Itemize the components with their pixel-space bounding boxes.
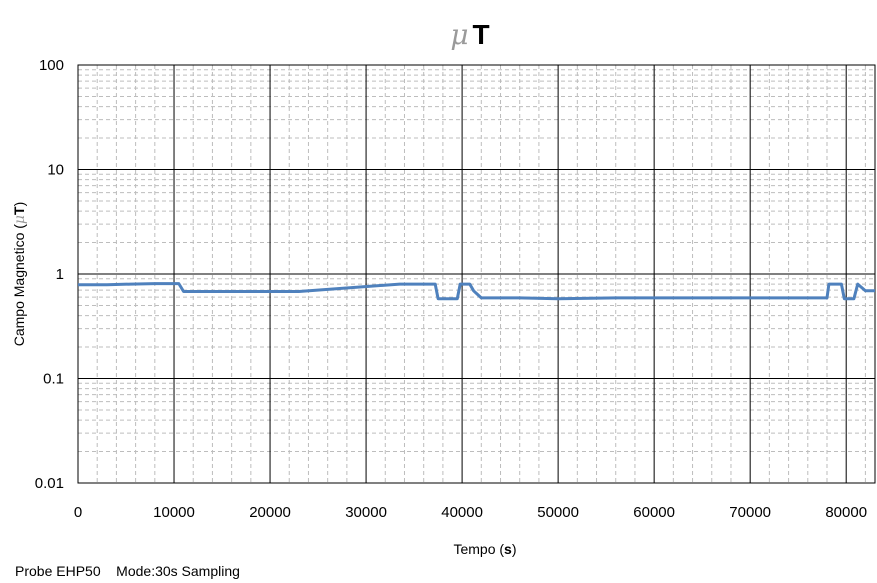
x-tick-label: 40000	[441, 504, 483, 521]
y-tick-labels: 0.01 0.1 1 10 100	[35, 57, 64, 492]
y-axis-title-unit: T	[11, 206, 27, 215]
x-tick-label: 30000	[345, 504, 387, 521]
x-axis-title-text: Tempo (	[453, 541, 504, 557]
x-tick-label: 20000	[249, 504, 291, 521]
y-tick-label: 0.01	[35, 475, 64, 492]
x-axis-title-unit: s	[504, 541, 512, 557]
x-tick-label: 70000	[729, 504, 771, 521]
x-axis-title: Tempo (s)	[453, 541, 516, 557]
y-tick-label: 0.1	[43, 371, 64, 388]
footer-info: Probe EHP50 Mode:30s Sampling	[15, 563, 240, 579]
y-axis-title: Campo Magnetico (μT)	[11, 202, 28, 347]
x-tick-label: 80000	[825, 504, 867, 521]
plot-border	[77, 64, 876, 484]
y-tick-label: 1	[56, 266, 64, 283]
chart-title-unit: T	[473, 19, 490, 50]
series-line	[78, 282, 875, 301]
x-tick-label: 0	[74, 504, 82, 521]
mode-label: Mode:30s Sampling	[116, 563, 240, 579]
x-tick-label: 50000	[537, 504, 579, 521]
y-axis-title-close: )	[11, 202, 27, 207]
x-tick-labels: 0 10000 20000 30000 40000 50000 60000 70000 8000…	[74, 504, 867, 521]
probe-label: Probe EHP50	[15, 563, 101, 579]
y-axis-title-symbol: μ	[12, 215, 28, 224]
y-tick-label: 10	[47, 162, 64, 179]
x-tick-label: 60000	[633, 504, 675, 521]
y-axis-title-text: Campo Magnetico (	[11, 224, 27, 347]
x-tick-label: 10000	[153, 504, 195, 521]
y-tick-label: 100	[39, 57, 64, 74]
chart-title-symbol: μ	[450, 18, 468, 51]
x-axis-title-close: )	[512, 541, 517, 557]
